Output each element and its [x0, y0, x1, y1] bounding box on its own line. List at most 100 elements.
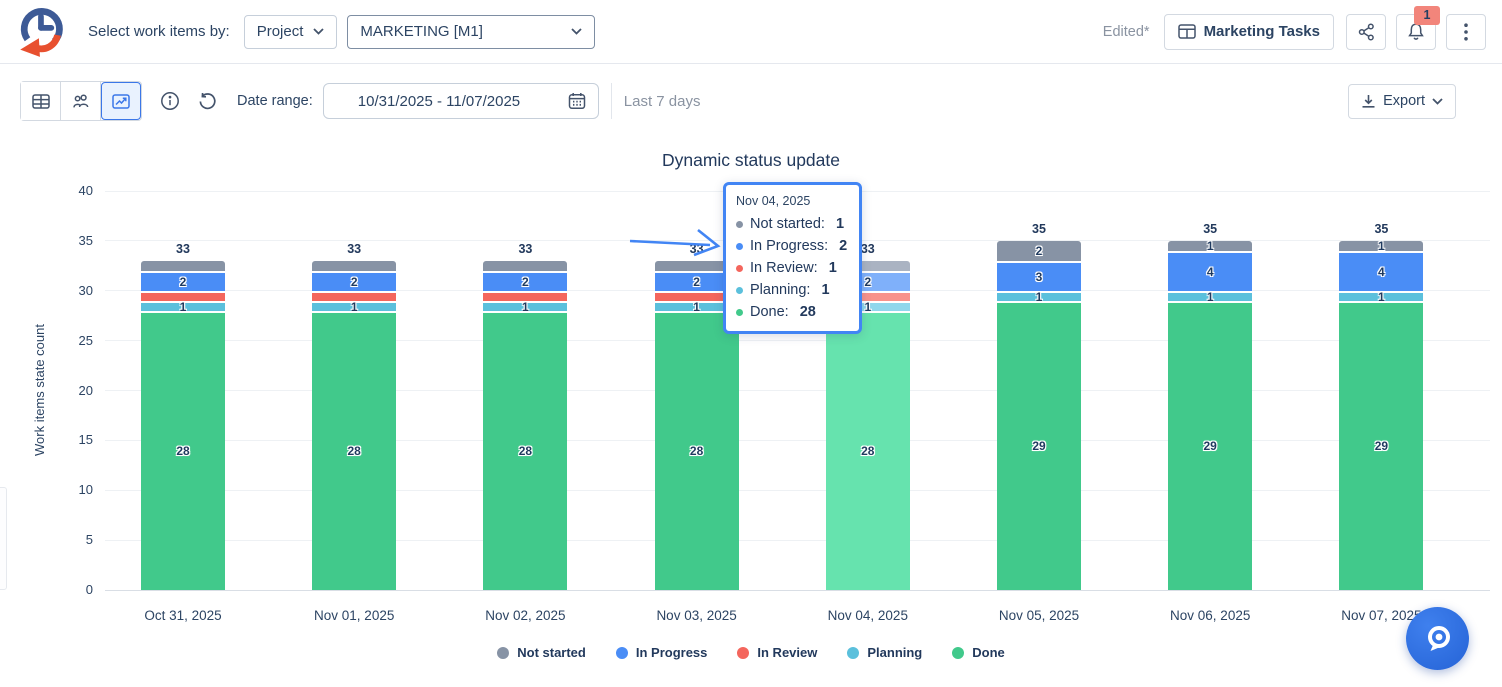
segment-value-label: 28: [518, 444, 533, 459]
bar-segment[interactable]: [825, 260, 910, 271]
legend-item[interactable]: In Progress: [615, 645, 707, 660]
segment-value-label: 3: [1035, 269, 1043, 284]
bar-segment[interactable]: 29: [997, 300, 1081, 590]
x-axis-label: Nov 03, 2025: [656, 608, 737, 623]
bar-stack: 2 1 28: [654, 260, 739, 590]
bar-segment[interactable]: 1: [654, 301, 739, 313]
bar-segment[interactable]: 4: [1168, 250, 1253, 291]
bar-segment[interactable]: 2: [312, 270, 397, 291]
bar-segment[interactable]: 4: [1339, 250, 1424, 291]
project-dropdown[interactable]: Project: [243, 14, 338, 49]
tooltip-label: Planning:: [750, 282, 811, 298]
edited-indicator: Edited*: [1102, 23, 1150, 40]
bar-segment[interactable]: 1: [1168, 289, 1253, 304]
bar-segment[interactable]: 2: [654, 270, 739, 291]
marketing-tasks-button[interactable]: Marketing Tasks: [1163, 13, 1334, 50]
legend-dot-icon: [615, 646, 628, 659]
segment-value-label: 28: [689, 444, 704, 459]
chart-legend: Not started In Progress In Review Planning D…: [0, 645, 1502, 660]
stacked-bar[interactable]: 35 1 4 1 29: [1339, 222, 1424, 590]
bar-segment[interactable]: [654, 290, 739, 301]
legend-item[interactable]: Not started: [497, 645, 586, 660]
stacked-bar[interactable]: 33 2 1 28: [483, 242, 568, 590]
segment-value-label: 1: [1206, 289, 1214, 304]
download-icon: [1362, 94, 1375, 108]
tooltip-value: 2: [839, 238, 848, 254]
legend-dot-icon: [497, 646, 510, 659]
bar-segment[interactable]: 1: [997, 291, 1081, 303]
tooltip-row: In Progress: 2: [736, 235, 849, 257]
bar-segment[interactable]: 1: [825, 301, 910, 313]
bar-segment[interactable]: 2: [997, 240, 1081, 261]
tooltip-label: In Progress:: [750, 238, 829, 254]
chart-view-button[interactable]: [101, 82, 141, 120]
segment-value-label: 1: [1378, 238, 1385, 253]
bar-segment[interactable]: [654, 260, 739, 271]
stacked-bar[interactable]: 35 2 3 1 29: [997, 222, 1081, 590]
stacked-bar[interactable]: 33 2 1 28: [141, 242, 225, 590]
reset-button[interactable]: [198, 92, 217, 111]
bar-segment[interactable]: 1: [483, 301, 568, 313]
legend-item[interactable]: In Review: [737, 645, 817, 660]
bar-segment[interactable]: [312, 260, 397, 271]
x-axis-label: Oct 31, 2025: [144, 608, 222, 623]
export-button[interactable]: Export: [1348, 83, 1456, 119]
gridline: [105, 539, 1490, 541]
kebab-menu-button[interactable]: [1446, 13, 1486, 50]
x-axis-label: Nov 07, 2025: [1341, 608, 1422, 623]
segment-value-label: 1: [350, 299, 358, 314]
segment-value-label: 28: [861, 444, 875, 459]
segment-value-label: 29: [1203, 439, 1217, 454]
legend-item[interactable]: Done: [952, 645, 1005, 660]
stacked-bar[interactable]: 33 2 1 28: [654, 242, 739, 590]
notifications-button[interactable]: 1: [1396, 5, 1440, 50]
bar-total-label: 35: [1374, 221, 1389, 236]
table-view-button[interactable]: [21, 82, 61, 120]
bar-segment[interactable]: 1: [141, 301, 225, 313]
stacked-bar[interactable]: 35 1 4 1 29: [1168, 222, 1253, 590]
scope-dropdown[interactable]: MARKETING [M1]: [347, 14, 596, 49]
bar-segment[interactable]: 28: [825, 310, 910, 590]
bar-segment[interactable]: 28: [483, 310, 568, 590]
chevron-down-icon: [1432, 97, 1443, 105]
bar-segment[interactable]: 1: [1339, 238, 1424, 253]
bar-segment[interactable]: 29: [1339, 300, 1424, 590]
people-view-button[interactable]: [61, 82, 101, 120]
stacked-bar[interactable]: 33 2 1 28: [312, 242, 397, 590]
bar-total-label: 33: [176, 241, 190, 256]
info-button[interactable]: [160, 91, 180, 111]
date-range-input[interactable]: 10/31/2025 - 11/07/2025: [322, 83, 599, 119]
bar-segment[interactable]: [141, 290, 225, 301]
share-button[interactable]: [1346, 13, 1386, 50]
bar-segment[interactable]: 2: [141, 270, 225, 291]
bar-segment[interactable]: [483, 290, 568, 301]
gridline: [105, 390, 1490, 391]
stacked-bar[interactable]: 33 2 1 28: [825, 242, 910, 590]
bar-segment[interactable]: [141, 260, 225, 271]
bar-segment[interactable]: 28: [312, 310, 397, 590]
chart-tooltip: Nov 04, 2025 Not started: 1 In Progress: …: [723, 182, 862, 334]
calendar-icon[interactable]: [568, 92, 586, 110]
bar-segment[interactable]: 28: [141, 310, 225, 590]
bar-segment[interactable]: 28: [654, 310, 739, 590]
segment-value-label: 29: [1374, 439, 1389, 454]
assistant-floating-button[interactable]: [1406, 607, 1469, 670]
bar-total-label: 35: [1203, 221, 1218, 236]
bar-segment[interactable]: 29: [1168, 300, 1253, 590]
bar-segment[interactable]: 3: [997, 260, 1081, 291]
chart-toolbar: Date range: 10/31/2025 - 11/07/2025 Last…: [0, 65, 1502, 137]
kebab-menu-icon: [1464, 22, 1468, 41]
legend-item[interactable]: Planning: [847, 645, 922, 660]
bar-segment[interactable]: [312, 290, 397, 301]
bar-segment[interactable]: 2: [483, 270, 568, 291]
y-tick-label: 35: [78, 232, 93, 248]
bar-total-label: 33: [518, 241, 533, 256]
bar-segment[interactable]: 1: [312, 299, 397, 314]
bar-segment[interactable]: 1: [1168, 240, 1253, 252]
bar-segment[interactable]: [483, 260, 568, 271]
bar-segment[interactable]: 1: [1339, 291, 1424, 303]
legend-label: Planning: [867, 645, 923, 660]
segment-value-label: 2: [1035, 243, 1043, 258]
bar-segment[interactable]: [825, 290, 910, 301]
